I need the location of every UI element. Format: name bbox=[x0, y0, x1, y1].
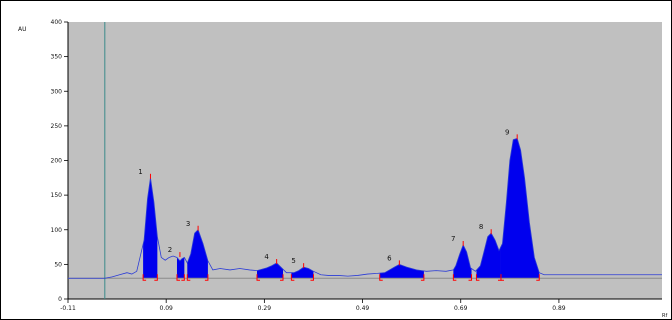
peak-2-label: 2 bbox=[168, 246, 172, 254]
peak-8-label: 8 bbox=[479, 223, 483, 231]
peak-1-boundary bbox=[142, 274, 147, 281]
peak-4-boundary bbox=[280, 274, 284, 281]
peak-3-area bbox=[187, 229, 208, 279]
peak-6-area bbox=[379, 264, 424, 279]
peak-5-boundary bbox=[290, 274, 295, 281]
x-tick-label: 0.69 bbox=[454, 305, 468, 312]
y-tick-label: 150 bbox=[51, 192, 63, 199]
x-tick-label: 0.29 bbox=[258, 305, 272, 312]
peak-8-area bbox=[476, 233, 501, 279]
peak-7-label: 7 bbox=[451, 235, 455, 243]
peak-2-boundary bbox=[181, 274, 185, 281]
peak-2-boundary bbox=[176, 274, 180, 281]
peak-7-boundary bbox=[452, 274, 457, 281]
peak-2-area bbox=[176, 257, 185, 279]
peak-9-area bbox=[500, 138, 540, 279]
peak-3-boundary bbox=[186, 274, 191, 281]
peak-4-area bbox=[257, 263, 284, 279]
peak-5-area bbox=[291, 267, 314, 279]
peak-6-boundary bbox=[420, 274, 425, 281]
peak-4-label: 4 bbox=[264, 253, 269, 261]
peak-1-label: 1 bbox=[138, 168, 142, 176]
scan-trace bbox=[68, 137, 662, 279]
x-tick-label: 0.89 bbox=[552, 305, 566, 312]
plot-area bbox=[68, 22, 662, 299]
y-axis-label: AU bbox=[18, 26, 27, 33]
peak-1-boundary bbox=[154, 274, 158, 281]
y-tick-label: 350 bbox=[51, 54, 63, 61]
x-tick-label: 0.09 bbox=[160, 305, 174, 312]
y-tick-label: 250 bbox=[51, 123, 63, 130]
y-tick-label: 0 bbox=[58, 296, 62, 303]
peak-9-boundary bbox=[536, 274, 540, 281]
x-axis-label: Rf bbox=[662, 313, 667, 319]
y-tick-label: 50 bbox=[54, 261, 62, 268]
peak-9-label: 9 bbox=[505, 128, 509, 136]
peak-8-boundary bbox=[475, 274, 480, 281]
peak-7-boundary bbox=[468, 274, 473, 281]
x-tick-label: 0.49 bbox=[356, 305, 370, 312]
peak-9-boundary bbox=[500, 274, 504, 281]
peak-6-label: 6 bbox=[387, 254, 392, 262]
y-tick-label: 100 bbox=[51, 227, 63, 234]
peak-5-label: 5 bbox=[291, 257, 295, 265]
y-tick-label: 400 bbox=[51, 19, 63, 26]
y-tick-label: 300 bbox=[51, 88, 63, 95]
peak-4-boundary bbox=[256, 274, 260, 281]
peak-3-label: 3 bbox=[186, 220, 190, 228]
peak-3-boundary bbox=[204, 274, 209, 281]
x-tick-label: -0.11 bbox=[60, 305, 76, 312]
y-tick-label: 200 bbox=[51, 158, 63, 165]
peak-5-boundary bbox=[310, 274, 314, 281]
peak-6-boundary bbox=[379, 274, 383, 281]
